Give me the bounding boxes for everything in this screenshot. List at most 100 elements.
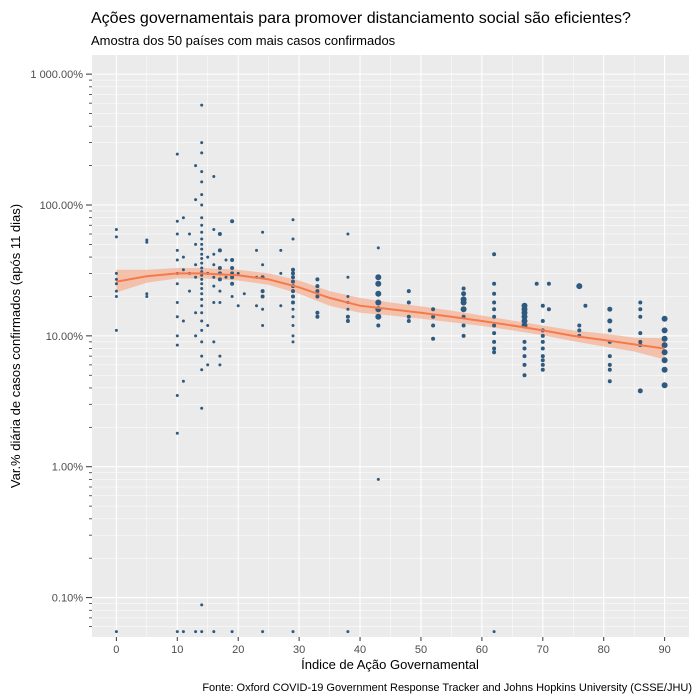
data-points (114, 103, 668, 634)
data-point (376, 323, 381, 328)
data-point (431, 307, 436, 312)
data-point (638, 339, 643, 344)
data-point (261, 307, 265, 311)
data-point (114, 277, 118, 281)
data-point (291, 340, 295, 344)
data-point (521, 313, 528, 320)
x-tick-label: 50 (415, 644, 427, 656)
data-point (175, 282, 179, 286)
y-tick-label: 10.00% (46, 331, 84, 343)
data-point (181, 630, 185, 634)
data-point (200, 230, 204, 234)
data-point (212, 340, 216, 344)
data-point (188, 289, 191, 293)
data-point (114, 235, 118, 239)
data-point (492, 339, 497, 344)
data-point (200, 368, 204, 372)
data-point (583, 303, 588, 308)
data-point (175, 315, 179, 319)
x-tick-label: 70 (537, 644, 549, 656)
trend-line (116, 272, 665, 350)
data-point (145, 292, 149, 296)
data-point (431, 323, 436, 328)
data-point (431, 336, 436, 341)
data-point (492, 630, 496, 634)
data-point (200, 237, 204, 241)
data-point (212, 175, 216, 178)
data-point (540, 339, 545, 344)
data-point (217, 266, 222, 270)
data-point (291, 630, 295, 634)
data-point (194, 242, 198, 246)
data-point (461, 291, 467, 297)
data-point (175, 630, 179, 634)
y-axis: 0.10% 1.00% 10.00% 100.00% 1 000.00% (30, 69, 92, 628)
data-point (175, 219, 179, 223)
data-point (406, 319, 411, 323)
data-point (375, 274, 382, 281)
data-point (218, 363, 222, 367)
data-point (230, 295, 234, 298)
data-point (406, 289, 411, 294)
data-point (212, 284, 216, 288)
data-point (175, 343, 179, 347)
x-tick-label: 90 (659, 644, 671, 656)
data-point (661, 342, 668, 349)
data-point (346, 307, 350, 311)
data-point (114, 295, 118, 298)
data-point (212, 228, 216, 231)
data-point (230, 219, 235, 224)
data-point (261, 263, 265, 267)
data-point (224, 258, 228, 262)
x-axis: 0 10 20 30 40 50 60 70 80 90 (113, 637, 671, 656)
x-tick-label: 80 (598, 644, 610, 656)
data-point (279, 271, 283, 275)
data-point (460, 299, 467, 306)
data-point (181, 268, 185, 272)
data-point (638, 331, 643, 336)
data-point (217, 232, 222, 236)
data-point (200, 141, 204, 145)
data-point (212, 263, 216, 267)
data-point (346, 630, 350, 634)
data-point (194, 263, 198, 267)
data-point (194, 630, 198, 634)
x-tick-label: 0 (113, 644, 119, 656)
data-point (315, 294, 320, 299)
data-point (200, 287, 204, 290)
data-point (200, 282, 204, 286)
data-point (218, 301, 222, 304)
data-point (376, 246, 380, 250)
chart-caption: Fonte: Oxford COVID-19 Government Respon… (202, 682, 692, 694)
data-point (194, 334, 198, 338)
data-point (200, 328, 204, 332)
data-point (534, 281, 539, 286)
data-point (200, 216, 204, 220)
data-point (200, 193, 204, 197)
data-point (607, 367, 612, 372)
data-point (540, 367, 545, 372)
data-point (242, 292, 246, 296)
data-point (200, 252, 204, 256)
data-point (212, 301, 216, 304)
data-point (291, 300, 295, 305)
data-point (145, 238, 149, 242)
data-point (194, 275, 198, 279)
grid-lines (92, 55, 689, 637)
data-point (261, 230, 265, 234)
data-point (175, 152, 179, 156)
data-point (346, 295, 350, 298)
data-point (375, 290, 382, 297)
data-point (224, 275, 228, 279)
data-point (291, 334, 295, 338)
y-axis-title: Var.% diária de casos confirmados (após … (8, 204, 23, 488)
data-point (230, 258, 235, 262)
x-tick-label: 10 (171, 644, 183, 656)
data-point (461, 323, 466, 328)
data-point (200, 170, 204, 174)
y-tick-label: 1 000.00% (30, 69, 83, 81)
data-point (175, 232, 179, 236)
data-point (194, 164, 198, 168)
data-point (114, 228, 118, 231)
